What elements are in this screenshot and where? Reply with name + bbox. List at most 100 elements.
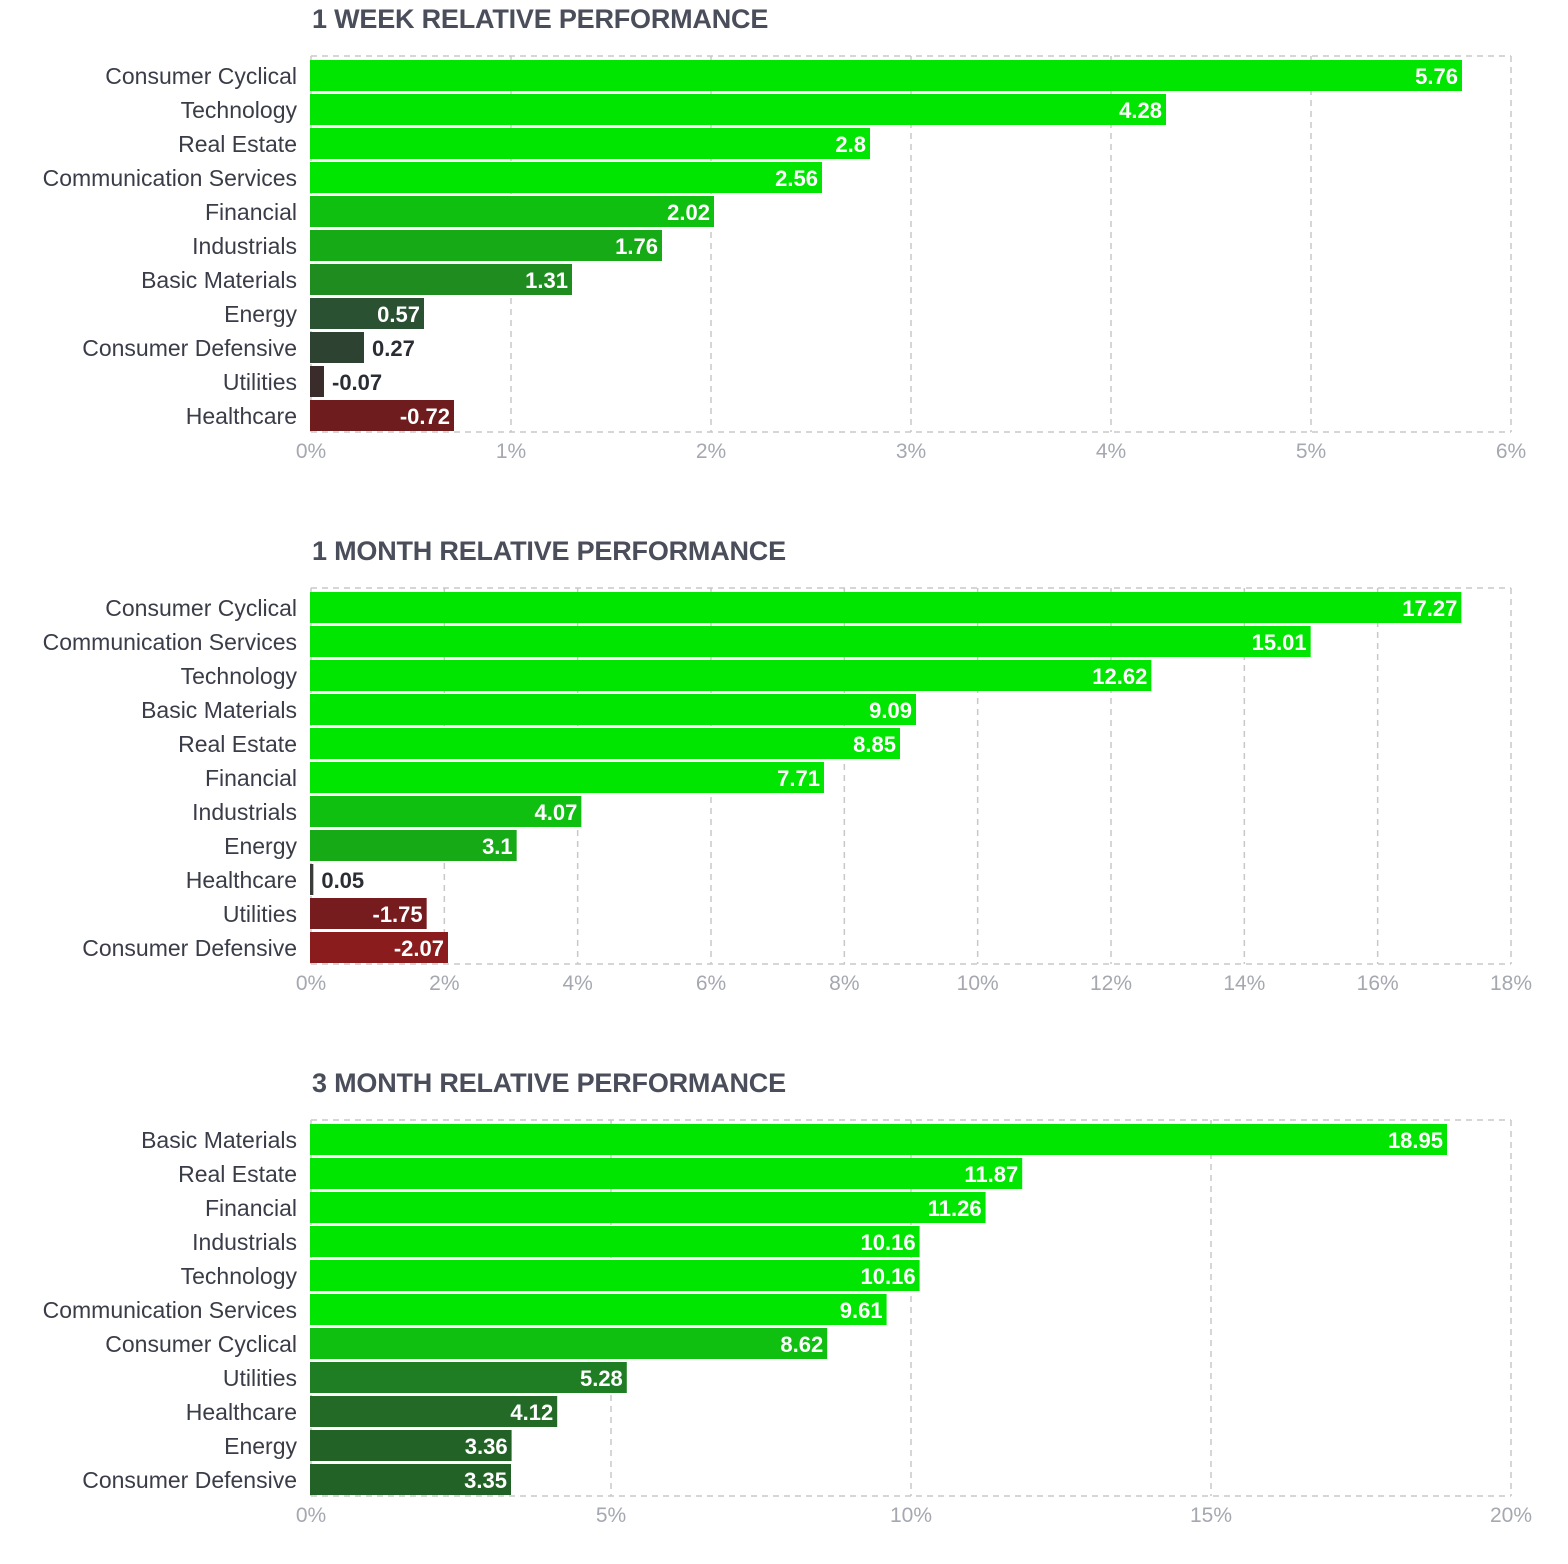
panel-1-month: 1 MONTH RELATIVE PERFORMANCE 0% 2% 4% 6% 8% 1… <box>0 532 1568 1032</box>
bar <box>310 1260 920 1291</box>
value-label: 3.36 <box>465 1434 508 1459</box>
x-tick-label: 0% <box>296 1504 326 1527</box>
value-label: 11.26 <box>928 1196 982 1221</box>
x-tick-label: 8% <box>829 972 859 995</box>
category-label: Financial <box>205 199 297 225</box>
bar <box>310 898 427 929</box>
category-label: Consumer Defensive <box>82 935 297 961</box>
panel-3-month: 3 MONTH RELATIVE PERFORMANCE 0% 5% 10% 15% 2… <box>0 1064 1568 1564</box>
bar <box>310 230 662 261</box>
x-tick-label: 16% <box>1357 972 1399 995</box>
value-label: 1.31 <box>525 268 568 293</box>
category-label: Financial <box>205 1195 297 1221</box>
x-tick-label: 3% <box>896 440 926 463</box>
value-label: -0.72 <box>400 404 450 429</box>
value-label: 2.02 <box>667 200 710 225</box>
category-label: Basic Materials <box>141 1127 297 1153</box>
value-label: 3.1 <box>482 834 513 859</box>
value-label: 5.28 <box>580 1366 623 1391</box>
category-label: Utilities <box>223 901 297 927</box>
bar <box>310 366 324 397</box>
x-tick-label: 6% <box>696 972 726 995</box>
value-label: 10.16 <box>861 1230 916 1255</box>
bar <box>310 1396 558 1427</box>
x-tick-label: 12% <box>1090 972 1132 995</box>
value-label: 7.71 <box>777 766 820 791</box>
bar-chart-3-month: 0% 5% 10% 15% 20% Basic Materials 18.95 Real Es… <box>43 1119 1532 1527</box>
x-tick-label: 2% <box>429 972 459 995</box>
bar <box>310 762 824 793</box>
category-label: Basic Materials <box>141 697 297 723</box>
category-label: Energy <box>224 1433 297 1459</box>
x-tick-label: 4% <box>1096 440 1126 463</box>
bar <box>310 932 448 963</box>
x-tick-label: 4% <box>562 972 592 995</box>
category-label: Industrials <box>192 233 297 259</box>
bar <box>310 626 1311 657</box>
value-label: 11.87 <box>964 1162 1018 1187</box>
category-label: Consumer Cyclical <box>105 63 297 89</box>
category-label: Real Estate <box>178 1161 297 1187</box>
chart-title: 1 WEEK RELATIVE PERFORMANCE <box>312 4 769 34</box>
category-label: Financial <box>205 765 297 791</box>
category-label: Energy <box>224 301 297 327</box>
bar-chart-1-week: 0% 1% 2% 3% 4% 5% 6% Consumer Cyclical 5.76 Techn… <box>43 55 1526 463</box>
value-label: 18.95 <box>1388 1128 1443 1153</box>
bar <box>310 796 582 827</box>
value-label: 2.8 <box>835 132 866 157</box>
bar <box>310 94 1166 125</box>
value-label: 4.07 <box>535 800 578 825</box>
bar <box>310 1124 1447 1155</box>
category-label: Industrials <box>192 1229 297 1255</box>
category-label: Energy <box>224 833 297 859</box>
bar <box>310 264 572 295</box>
category-label: Healthcare <box>186 867 297 893</box>
category-label: Consumer Cyclical <box>105 595 297 621</box>
category-label: Communication Services <box>43 1297 297 1323</box>
bar <box>310 60 1462 91</box>
bar <box>310 1158 1023 1189</box>
value-label: -2.07 <box>394 936 444 961</box>
bar <box>310 162 822 193</box>
bar <box>310 1226 920 1257</box>
value-label: 12.62 <box>1092 664 1147 689</box>
value-label: 0.27 <box>372 336 415 361</box>
category-label: Real Estate <box>178 131 297 157</box>
chart-title: 3 MONTH RELATIVE PERFORMANCE <box>312 1068 786 1098</box>
bar <box>310 660 1152 691</box>
value-label: 4.28 <box>1119 98 1162 123</box>
x-tick-label: 6% <box>1496 440 1526 463</box>
value-label: 2.56 <box>775 166 818 191</box>
category-label: Utilities <box>223 369 297 395</box>
value-label: 15.01 <box>1252 630 1307 655</box>
category-label: Industrials <box>192 799 297 825</box>
bar <box>310 1328 828 1359</box>
category-label: Consumer Defensive <box>82 335 297 361</box>
x-tick-label: 0% <box>296 440 326 463</box>
bar <box>310 592 1462 623</box>
value-label: 8.62 <box>780 1332 823 1357</box>
category-label: Technology <box>181 97 298 123</box>
value-label: -1.75 <box>373 902 423 927</box>
bar <box>310 728 900 759</box>
bar <box>310 1192 986 1223</box>
bar-chart-1-month: 0% 2% 4% 6% 8% 10% 12% 14% 16% 18% Consumer Cyclic… <box>43 587 1532 995</box>
x-tick-label: 10% <box>957 972 999 995</box>
value-label: 0.57 <box>377 302 420 327</box>
value-label: -0.07 <box>332 370 382 395</box>
x-tick-label: 5% <box>596 1504 626 1527</box>
bar <box>310 1430 512 1461</box>
category-label: Basic Materials <box>141 267 297 293</box>
category-label: Healthcare <box>186 403 297 429</box>
value-label: 1.76 <box>615 234 658 259</box>
value-label: 10.16 <box>861 1264 916 1289</box>
x-tick-label: 18% <box>1490 972 1532 995</box>
category-label: Real Estate <box>178 731 297 757</box>
x-tick-label: 20% <box>1490 1504 1532 1527</box>
value-label: 17.27 <box>1402 596 1457 621</box>
category-label: Healthcare <box>186 1399 297 1425</box>
value-label: 9.09 <box>869 698 912 723</box>
value-label: 4.12 <box>510 1400 553 1425</box>
value-label: 8.85 <box>853 732 896 757</box>
bar <box>310 694 916 725</box>
